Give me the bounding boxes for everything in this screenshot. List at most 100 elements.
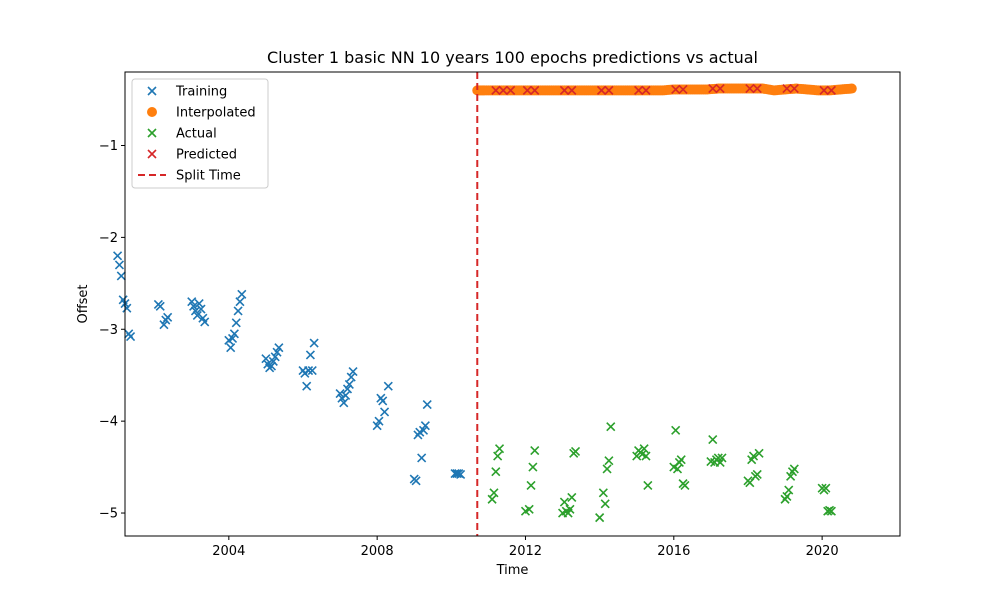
data-point-training <box>233 306 243 316</box>
x-tick-label: 2020 <box>806 544 839 559</box>
data-point-predicted <box>559 85 569 95</box>
data-point-training <box>229 329 239 339</box>
data-point-predicted <box>530 85 540 95</box>
data-point-training <box>274 343 284 353</box>
x-tick-label: 2012 <box>509 544 542 559</box>
legend-item-interpolated: Interpolated <box>147 106 256 121</box>
data-point-actual <box>559 497 569 507</box>
data-point-actual <box>826 506 836 516</box>
plot-area <box>113 72 857 536</box>
data-point-training <box>380 407 390 417</box>
data-point-actual <box>493 451 503 461</box>
data-point-predicted <box>498 85 508 95</box>
data-point-training <box>194 298 204 309</box>
x-tick-label: 2004 <box>212 544 245 559</box>
data-point-actual <box>567 492 577 502</box>
data-point-training <box>309 338 319 348</box>
data-point-training <box>113 251 123 261</box>
data-point-actual <box>708 434 718 445</box>
data-point-actual <box>604 456 614 466</box>
data-point-actual <box>528 462 538 472</box>
data-point-predicted <box>826 85 836 95</box>
legend-item-training: Training <box>147 85 227 100</box>
data-point-predicted <box>641 85 651 95</box>
data-point-training <box>155 301 165 311</box>
data-point-actual <box>595 513 605 523</box>
data-point-training <box>422 400 432 410</box>
y-tick-label: −4 <box>99 415 118 430</box>
data-point-training <box>163 312 173 322</box>
data-point-training <box>383 381 393 391</box>
legend-label: Predicted <box>176 148 237 163</box>
legend-item-split-time: Split Time <box>138 169 241 184</box>
data-point-training <box>374 416 384 426</box>
data-point-predicted <box>745 83 755 94</box>
data-point-training <box>305 350 315 360</box>
data-point-training <box>196 304 206 314</box>
data-point-predicted <box>678 84 688 95</box>
legend-label: Split Time <box>176 169 241 184</box>
data-point-actual <box>754 448 764 458</box>
data-point-training <box>261 354 271 364</box>
data-point-training <box>231 318 241 328</box>
data-point-actual <box>530 445 540 456</box>
x-tick-label: 2016 <box>657 544 690 559</box>
data-point-actual <box>717 453 727 463</box>
data-point-actual <box>748 451 759 461</box>
data-point-actual <box>570 446 581 457</box>
x-tick-label: 2008 <box>361 544 394 559</box>
x-axis-label: Time <box>496 563 529 578</box>
data-point-training <box>125 332 136 342</box>
data-point-predicted <box>819 85 829 95</box>
data-point-training <box>237 289 247 299</box>
data-point-predicted <box>671 84 681 95</box>
data-point-training <box>122 303 132 313</box>
data-point-training <box>378 396 388 406</box>
data-point-training <box>344 379 354 389</box>
data-point-actual <box>487 494 497 504</box>
legend-item-actual: Actual <box>147 127 217 142</box>
data-point-predicted <box>604 85 614 95</box>
data-point-predicted <box>491 85 501 95</box>
legend-label: Training <box>175 85 227 100</box>
y-tick-label: −2 <box>99 231 118 246</box>
data-point-training <box>116 271 126 281</box>
data-point-actual <box>565 504 575 514</box>
data-point-actual <box>821 483 831 493</box>
data-point-predicted <box>715 83 725 94</box>
data-point-interpolated <box>846 83 857 94</box>
data-point-training <box>226 343 236 353</box>
data-point-actual <box>606 422 616 432</box>
data-point-training <box>346 372 356 382</box>
data-point-actual <box>602 464 612 474</box>
axis-ticks: 2004 2008 2012 2016 2020 −1 −2 −3 −4 −5 <box>99 139 839 559</box>
data-point-predicted <box>752 83 762 94</box>
data-point-training <box>456 469 466 480</box>
data-point-predicted <box>634 85 644 95</box>
legend-label: Actual <box>176 127 217 142</box>
y-tick-label: −3 <box>99 323 118 338</box>
data-point-actual <box>526 480 536 491</box>
data-point-training <box>114 260 125 270</box>
data-point-actual <box>598 488 608 498</box>
data-point-actual <box>671 425 681 435</box>
data-point-training <box>339 398 349 408</box>
legend-box <box>131 78 269 189</box>
y-tick-label: −1 <box>99 139 118 154</box>
data-point-predicted <box>522 85 532 95</box>
data-point-predicted <box>567 85 577 95</box>
data-point-actual <box>676 455 686 465</box>
data-point-actual <box>494 444 505 454</box>
plot-frame <box>124 71 901 537</box>
y-tick-label: −5 <box>99 507 118 522</box>
data-point-actual <box>672 464 683 474</box>
data-point-predicted <box>596 85 607 95</box>
data-point-actual <box>641 451 651 461</box>
data-point-predicted <box>708 83 718 94</box>
data-point-training <box>417 453 427 463</box>
data-point-predicted <box>789 83 799 94</box>
data-point-actual <box>524 504 534 514</box>
legend-marker-x <box>147 86 157 96</box>
legend-label: Interpolated <box>176 106 256 121</box>
